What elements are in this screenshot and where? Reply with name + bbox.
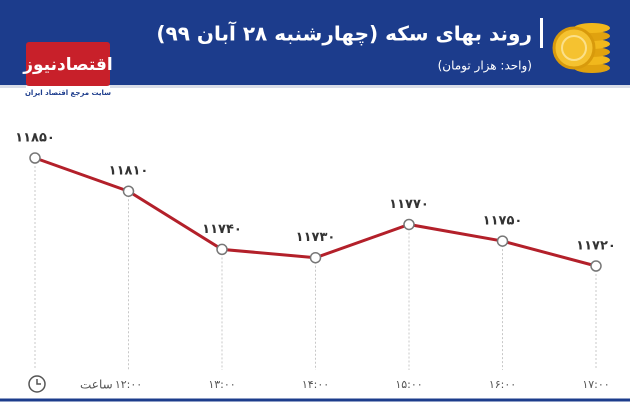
- title-bar: [540, 18, 543, 48]
- logo-box: [26, 42, 110, 86]
- coins-icon: [552, 23, 610, 73]
- clock-hands: [36, 379, 41, 385]
- point: [309, 251, 322, 264]
- point: [216, 243, 228, 256]
- value-label: ۱۱۷۴۰: [202, 222, 242, 237]
- chart-subtitle: (واحد: هزار تومان): [438, 59, 532, 74]
- logo-tagline: سایت مرجع اقتصاد ایران: [25, 89, 111, 97]
- x-tick-label: ۱۲:۰۰: [115, 378, 142, 391]
- x-tick-label: ۱۴:۰۰: [302, 378, 329, 391]
- x-axis-label: ساعت: [80, 378, 113, 392]
- point: [122, 185, 135, 197]
- x-tick-label: ۱۳:۰۰: [208, 378, 235, 391]
- logo-text: اقتصادنیوز: [22, 55, 113, 75]
- value-label: ۱۱۷۳۰: [296, 230, 336, 245]
- clock-icon: [28, 375, 46, 393]
- chart-title: روند بهای سکه (چهارشنبه ۲۸ آبان ۹۹): [156, 21, 532, 47]
- value-label: ۱۱۷۷۰: [389, 197, 429, 212]
- point: [403, 218, 415, 231]
- value-label: ۱۱۸۵۰: [15, 131, 55, 146]
- value-label: ۱۱۸۱۰: [109, 164, 149, 179]
- x-tick-label: ۱۶:۰۰: [489, 378, 516, 391]
- x-tick-label: ۱۷:۰۰: [582, 378, 609, 391]
- logo-strip: [26, 86, 110, 99]
- value-label: ۱۱۷۵۰: [483, 214, 523, 229]
- point: [590, 260, 602, 272]
- header-rule: [0, 85, 630, 88]
- point: [29, 152, 41, 164]
- point: [496, 235, 509, 247]
- value-label: ۱۱۷۲۰: [576, 239, 616, 254]
- x-tick-label: ۱۵:۰۰: [395, 378, 422, 391]
